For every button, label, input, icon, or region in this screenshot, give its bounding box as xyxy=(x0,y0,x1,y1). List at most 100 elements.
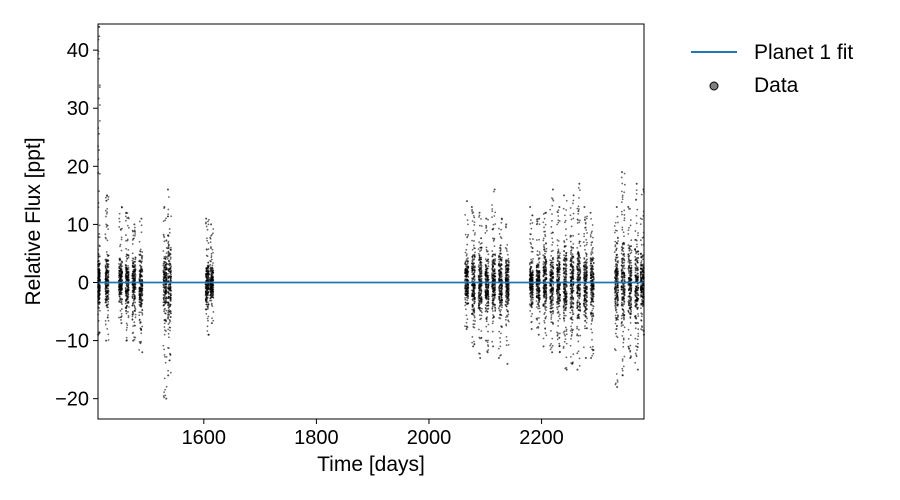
data-point xyxy=(545,284,547,287)
data-point xyxy=(138,273,141,275)
data-point xyxy=(140,311,142,314)
data-point xyxy=(205,276,208,278)
data-point xyxy=(528,263,531,266)
data-point xyxy=(163,322,166,325)
data-point xyxy=(551,277,554,280)
data-point xyxy=(572,243,575,245)
data-point xyxy=(140,340,142,343)
data-point xyxy=(467,302,470,305)
data-point xyxy=(170,269,172,272)
data-point xyxy=(556,283,559,286)
data-point xyxy=(140,231,143,234)
data-point xyxy=(120,286,123,289)
data-point xyxy=(556,295,559,298)
data-point xyxy=(480,298,483,301)
data-point xyxy=(505,294,508,297)
data-point xyxy=(165,289,168,292)
data-point xyxy=(551,344,554,347)
data-point xyxy=(205,279,208,282)
data-point xyxy=(205,273,208,276)
data-point xyxy=(133,305,136,308)
data-point xyxy=(170,265,173,268)
data-point xyxy=(107,228,109,231)
data-point xyxy=(529,284,531,287)
data-point xyxy=(576,271,579,274)
data-point xyxy=(162,233,165,236)
data-point xyxy=(557,256,560,259)
data-point xyxy=(163,348,166,351)
data-point xyxy=(473,255,476,258)
data-point xyxy=(467,257,469,260)
data-point xyxy=(549,301,552,303)
data-point xyxy=(141,251,144,253)
data-point xyxy=(138,270,141,273)
data-point xyxy=(471,255,474,258)
data-point xyxy=(505,284,508,287)
data-point xyxy=(491,216,493,219)
data-point xyxy=(107,319,110,322)
data-point xyxy=(124,288,127,290)
data-point xyxy=(118,279,121,282)
data-point xyxy=(474,232,476,234)
data-point xyxy=(98,35,101,38)
data-point xyxy=(543,243,545,246)
data-point xyxy=(464,268,467,270)
data-point xyxy=(210,284,212,287)
data-point xyxy=(210,252,213,255)
data-point xyxy=(127,276,130,279)
data-point xyxy=(472,319,475,322)
data-point xyxy=(543,321,546,324)
data-point xyxy=(164,361,167,364)
data-point xyxy=(494,275,497,278)
data-point xyxy=(491,272,494,275)
data-point xyxy=(140,290,143,292)
data-point xyxy=(549,271,552,273)
data-point xyxy=(465,325,468,328)
data-point xyxy=(209,288,212,291)
data-point xyxy=(212,311,215,313)
data-point xyxy=(465,200,468,203)
data-point xyxy=(480,300,483,303)
data-point xyxy=(139,342,142,345)
data-point xyxy=(134,234,136,237)
data-point xyxy=(120,308,123,310)
data-point xyxy=(557,219,560,222)
data-point xyxy=(564,219,567,222)
data-point xyxy=(572,194,575,197)
data-point xyxy=(206,330,209,332)
data-point xyxy=(563,295,566,298)
data-point xyxy=(576,246,579,249)
data-point xyxy=(563,256,566,259)
data-point xyxy=(484,232,487,234)
data-point xyxy=(538,279,540,282)
data-point xyxy=(506,302,509,305)
data-point xyxy=(105,339,108,342)
data-point xyxy=(537,264,540,267)
data-point xyxy=(504,318,507,321)
data-point xyxy=(162,271,165,273)
data-point xyxy=(563,291,565,294)
data-point xyxy=(497,287,500,289)
data-point xyxy=(491,228,494,231)
data-point xyxy=(480,218,482,220)
data-point xyxy=(545,292,548,295)
data-point xyxy=(572,328,574,331)
data-point xyxy=(579,240,581,243)
data-point xyxy=(210,258,213,261)
data-point xyxy=(466,223,469,226)
data-point xyxy=(473,300,476,303)
data-point xyxy=(168,326,171,329)
data-point xyxy=(493,188,496,191)
data-point xyxy=(466,275,469,278)
data-point xyxy=(536,220,538,222)
data-point xyxy=(486,229,488,232)
data-point xyxy=(570,249,573,251)
data-point xyxy=(530,320,533,323)
data-point xyxy=(473,316,476,319)
data-point xyxy=(485,217,488,220)
data-point xyxy=(471,341,474,344)
data-point xyxy=(107,284,109,287)
data-point xyxy=(106,270,108,273)
data-point xyxy=(162,395,165,397)
data-point xyxy=(98,132,100,135)
